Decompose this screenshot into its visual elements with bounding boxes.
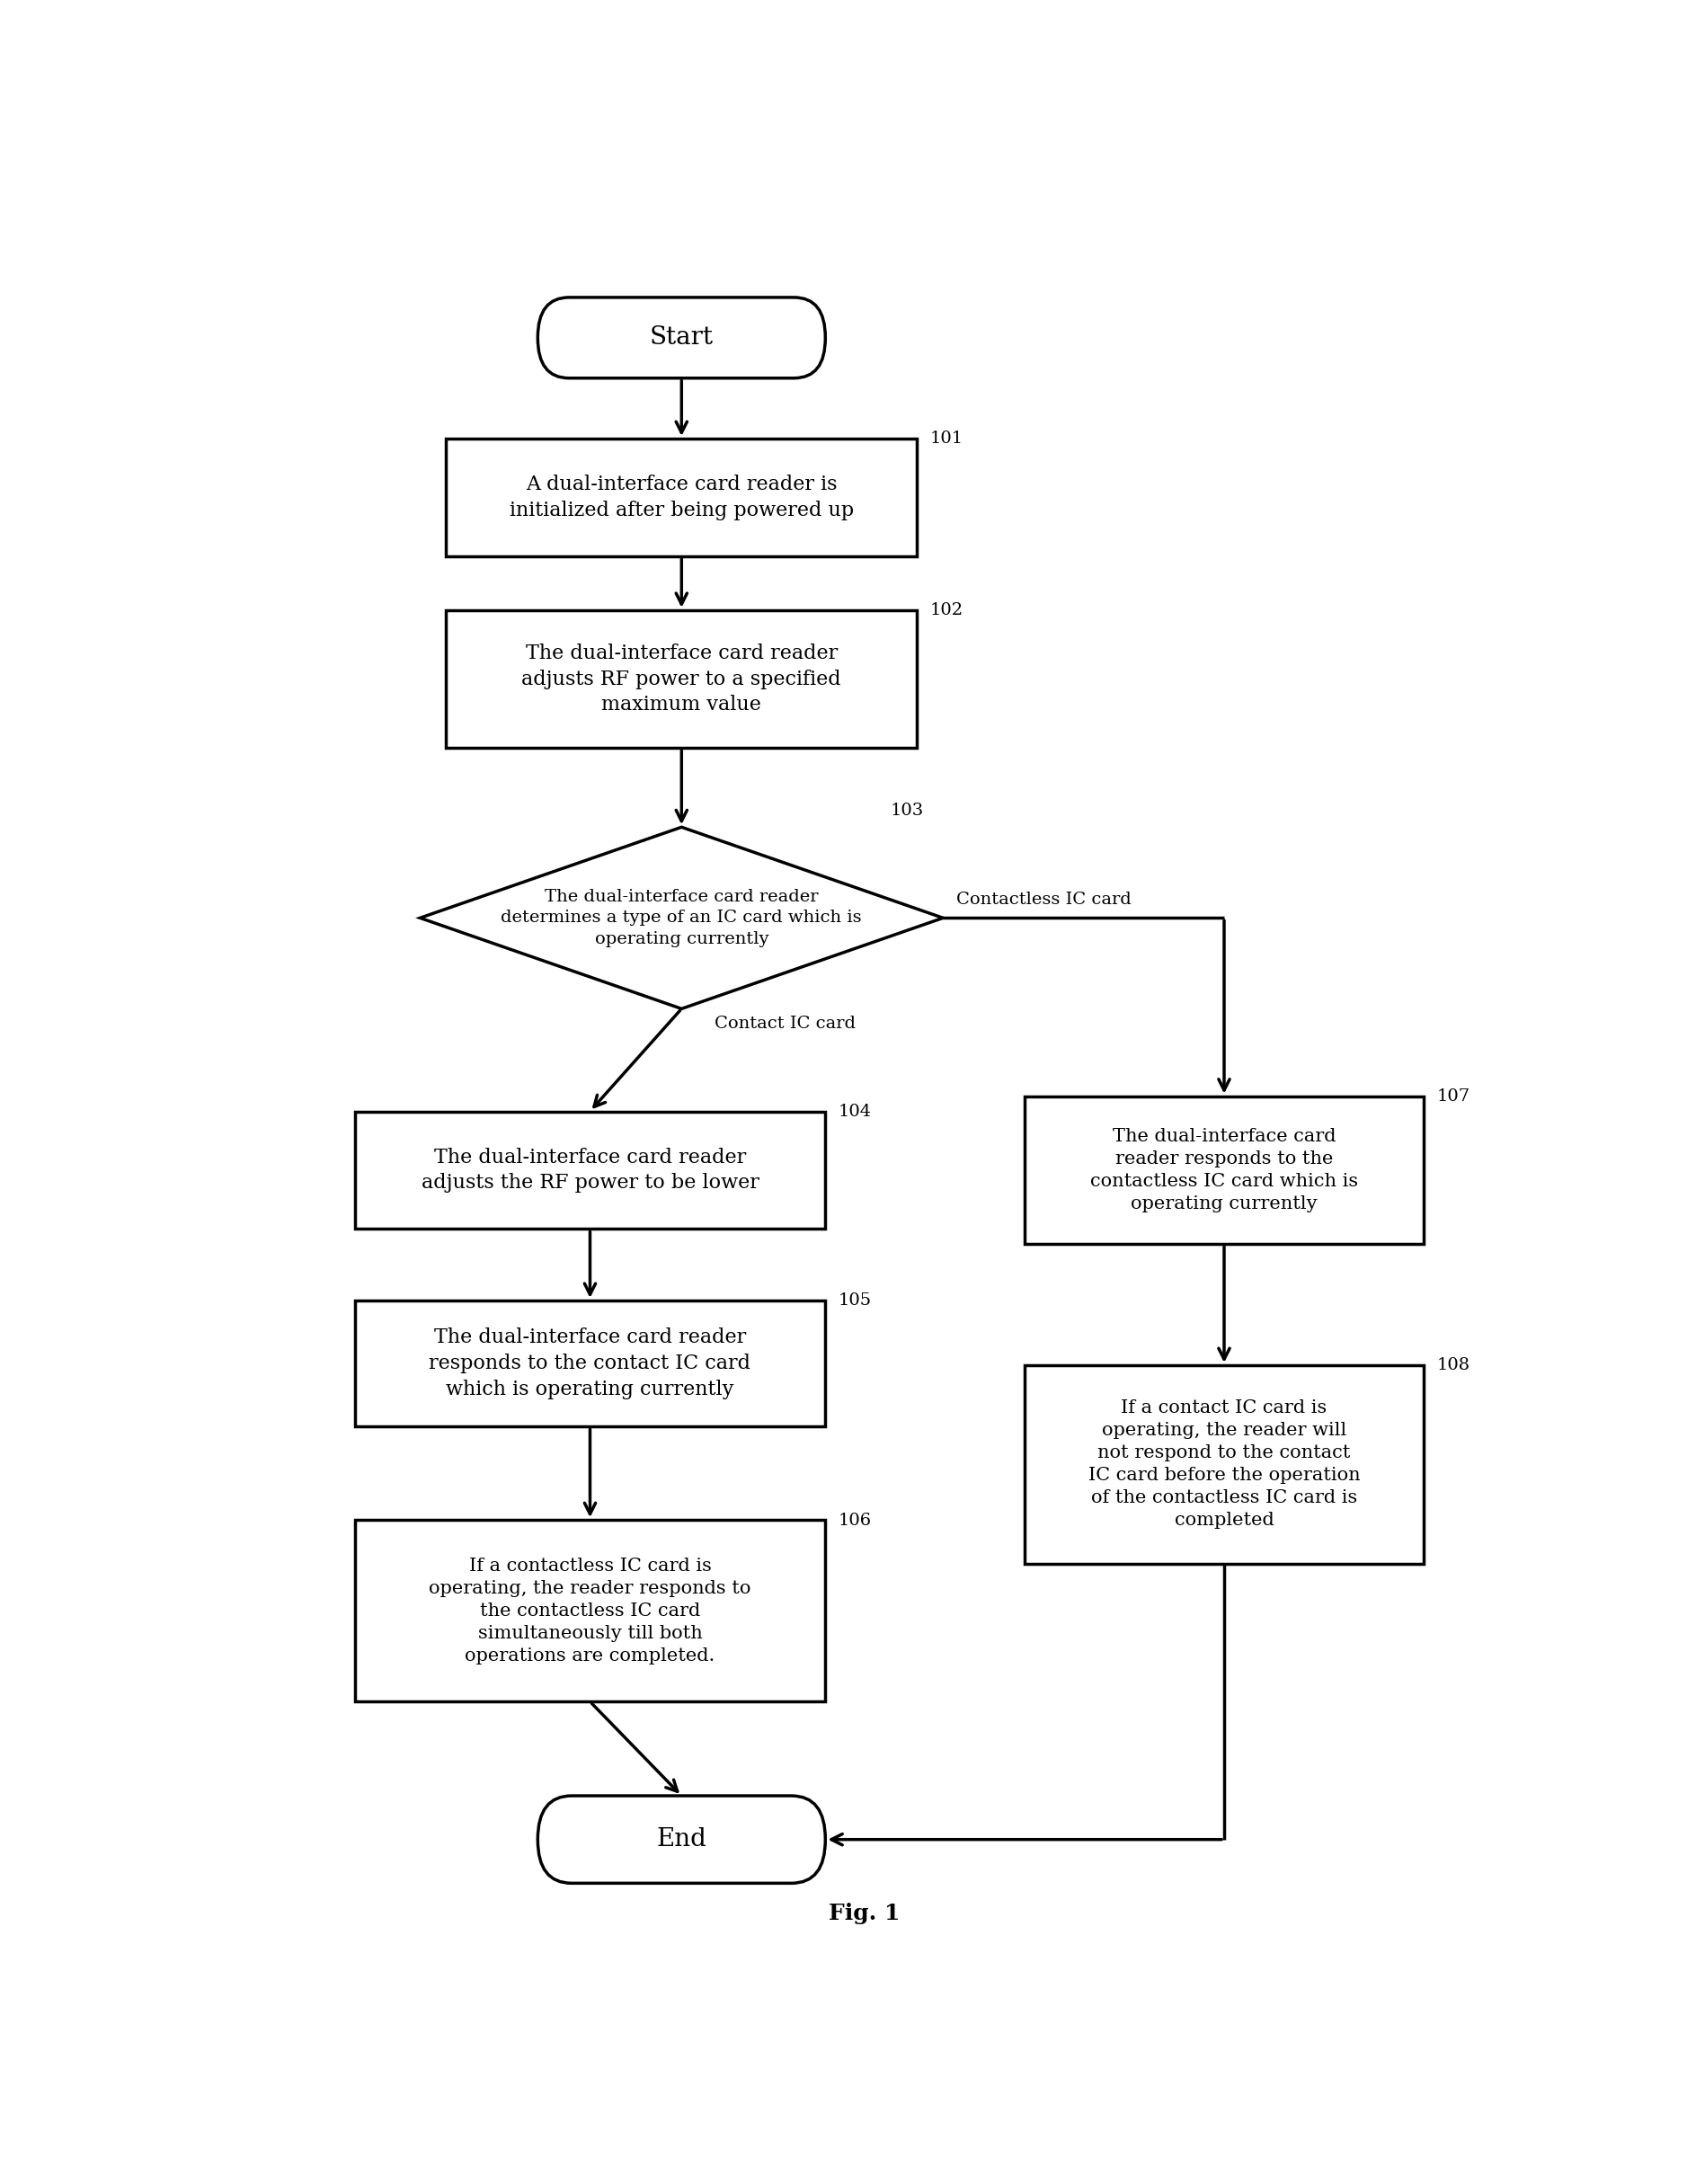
Bar — [445, 439, 918, 557]
Text: 105: 105 — [838, 1293, 872, 1308]
Text: 102: 102 — [930, 603, 963, 618]
Text: The dual-interface card reader
determines a type of an IC card which is
operatin: The dual-interface card reader determine… — [501, 889, 862, 948]
Text: 107: 107 — [1437, 1088, 1469, 1105]
Text: 106: 106 — [838, 1511, 872, 1529]
Text: If a contactless IC card is
operating, the reader responds to
the contactless IC: If a contactless IC card is operating, t… — [428, 1557, 751, 1664]
Bar — [354, 1112, 825, 1230]
Polygon shape — [420, 828, 943, 1009]
Text: Contact IC card: Contact IC card — [714, 1016, 855, 1031]
Bar — [354, 1299, 825, 1426]
Text: Contactless IC card: Contactless IC card — [957, 891, 1132, 909]
Bar — [1024, 1096, 1424, 1245]
Text: The dual-interface card reader
adjusts the RF power to be lower: The dual-interface card reader adjusts t… — [422, 1147, 759, 1192]
FancyBboxPatch shape — [538, 297, 825, 378]
Text: 101: 101 — [930, 430, 963, 448]
Text: The dual-interface card
reader responds to the
contactless IC card which is
oper: The dual-interface card reader responds … — [1090, 1127, 1358, 1212]
Text: The dual-interface card reader
adjusts RF power to a specified
maximum value: The dual-interface card reader adjusts R… — [521, 644, 842, 714]
Bar — [1024, 1365, 1424, 1564]
FancyBboxPatch shape — [538, 1795, 825, 1883]
Text: End: End — [656, 1828, 707, 1852]
Bar — [354, 1520, 825, 1701]
Text: 108: 108 — [1437, 1358, 1469, 1374]
Text: Start: Start — [649, 325, 714, 349]
Text: 104: 104 — [838, 1103, 872, 1120]
Text: A dual-interface card reader is
initialized after being powered up: A dual-interface card reader is initiali… — [509, 474, 854, 520]
Text: If a contact IC card is
operating, the reader will
not respond to the contact
IC: If a contact IC card is operating, the r… — [1088, 1400, 1360, 1529]
Text: 103: 103 — [891, 802, 924, 819]
Text: The dual-interface card reader
responds to the contact IC card
which is operatin: The dual-interface card reader responds … — [428, 1328, 751, 1400]
Text: Fig. 1: Fig. 1 — [828, 1902, 901, 1924]
Bar — [445, 609, 918, 749]
